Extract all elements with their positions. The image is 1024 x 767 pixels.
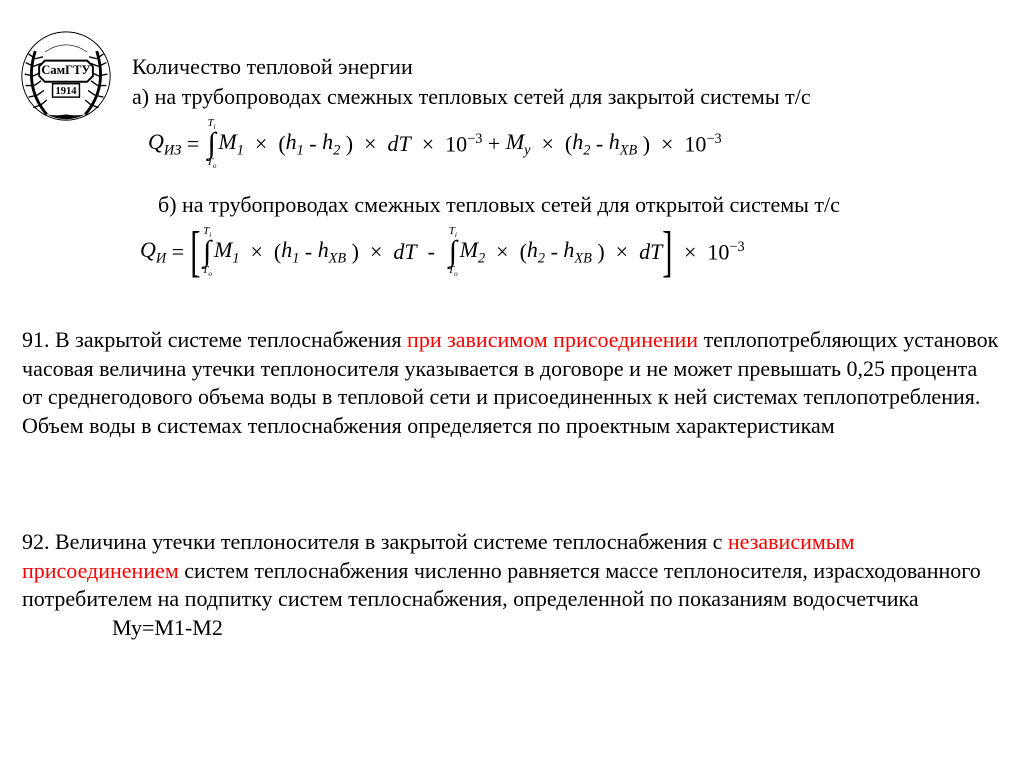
paragraph-91: 91. В закрытой системе теплоснабжения пр…: [22, 326, 1002, 440]
heading-line-a: а) на трубопроводах смежных тепловых сет…: [132, 82, 1002, 112]
heading-block: Количество тепловой энергии а) на трубоп…: [132, 52, 1002, 111]
heading-title: Количество тепловой энергии: [132, 52, 1002, 82]
para91-highlight: при зависимом присоединении: [407, 327, 698, 352]
formula-b: QИ = [ Ti ∫ To M1 × ( h1 - hХВ ) × dT - …: [140, 224, 960, 280]
paragraph-92: 92. Величина утечки теплоносителя в закр…: [22, 528, 1002, 642]
para92-mu-formula: Му=М1-М2: [112, 614, 223, 643]
heading-line-b: б) на трубопроводах смежных тепловых сет…: [158, 190, 998, 220]
para92-lead: 92. Величина утечки теплоносителя в закр…: [22, 529, 728, 554]
para91-lead: 91. В закрытой системе теплоснабжения: [22, 327, 407, 352]
logo-year: 1914: [55, 86, 77, 97]
formula-a: QИЗ = Ti ∫ To M1 × ( h1 - h2 ) × dT × 10…: [148, 118, 898, 170]
university-logo: СамГТУ 1914: [18, 28, 114, 124]
logo-top-label: СамГТУ: [41, 63, 90, 77]
